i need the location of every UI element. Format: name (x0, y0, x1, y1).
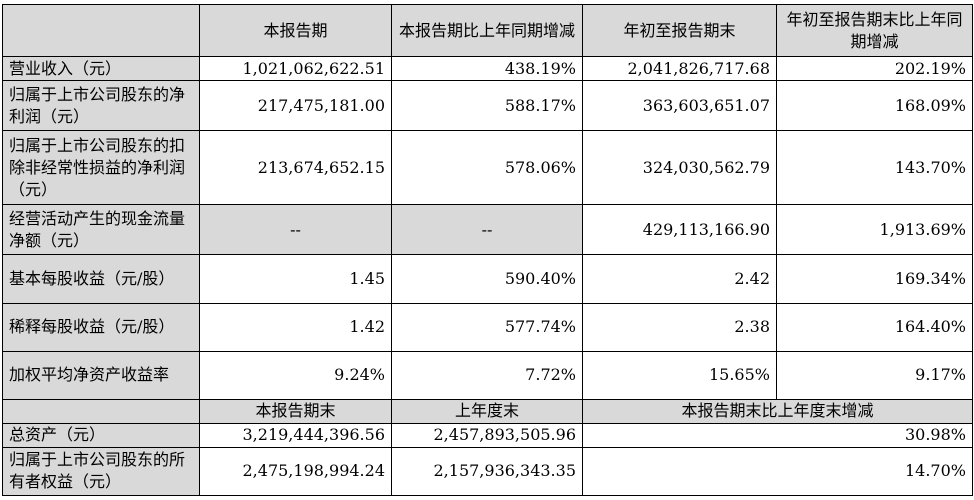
cell-current-period: -- (199, 204, 392, 256)
cell-ytd-yoy: 202.19% (776, 56, 973, 82)
cell-current-period-yoy: 578.06% (391, 130, 583, 206)
cell-ytd: 2.42 (582, 254, 777, 304)
cell-ytd: 429,113,166.90 (582, 204, 777, 256)
cell-current-period-yoy: 438.19% (391, 56, 583, 82)
row-label: 营业收入（元） (2, 56, 200, 82)
header-ytd-yoy: 年初至报告期末比上年同期增减 (776, 3, 973, 58)
cell-prior-year-end: 2,457,893,505.96 (391, 422, 583, 448)
cell-prior-year-end: 2,157,936,343.35 (391, 446, 583, 497)
cell-ytd: 15.65% (582, 350, 777, 400)
cell-ytd: 2,041,826,717.68 (582, 56, 777, 82)
cell-ytd-yoy: 168.09% (776, 80, 973, 132)
row-label: 归属于上市公司股东的净利润（元） (2, 80, 200, 132)
table-row: 经营活动产生的现金流量净额（元） -- -- 429,113,166.90 1,… (2, 204, 973, 256)
table-row: 基本每股收益（元/股） 1.45 590.40% 2.42 169.34% (2, 254, 973, 304)
header-period-end: 本报告期末 (199, 398, 392, 424)
row-label: 归属于上市公司股东的扣除非经常性损益的净利润（元） (2, 130, 200, 206)
cell-current-period: 217,475,181.00 (199, 80, 392, 132)
cell-ytd-yoy: 164.40% (776, 302, 973, 352)
row-label: 归属于上市公司股东的所有者权益（元） (2, 446, 200, 497)
cell-period-end: 3,219,444,396.56 (199, 422, 392, 448)
header-current-period-yoy: 本报告期比上年同期增减 (391, 3, 583, 58)
cell-period-end: 2,475,198,994.24 (199, 446, 392, 497)
header-period-end-change: 本报告期末比上年度末增减 (582, 398, 973, 424)
cell-current-period-yoy: 577.74% (391, 302, 583, 352)
table-row: 营业收入（元） 1,021,062,622.51 438.19% 2,041,8… (2, 56, 973, 82)
cell-period-end-change: 14.70% (582, 446, 973, 497)
header-current-period: 本报告期 (199, 3, 392, 58)
cell-ytd-yoy: 9.17% (776, 350, 973, 400)
cell-period-end-change: 30.98% (582, 422, 973, 448)
header-prior-year-end: 上年度末 (391, 398, 583, 424)
header-empty-cell (2, 3, 200, 58)
row-label: 经营活动产生的现金流量净额（元） (2, 204, 200, 256)
row-label: 基本每股收益（元/股） (2, 254, 200, 304)
cell-current-period-yoy: 588.17% (391, 80, 583, 132)
header-empty-cell (2, 398, 200, 424)
cell-ytd: 363,603,651.07 (582, 80, 777, 132)
cell-current-period-yoy: 7.72% (391, 350, 583, 400)
table-row: 加权平均净资产收益率 9.24% 7.72% 15.65% 9.17% (2, 350, 973, 400)
cell-current-period: 1.45 (199, 254, 392, 304)
row-label: 稀释每股收益（元/股） (2, 302, 200, 352)
header-row: 本报告期 本报告期比上年同期增减 年初至报告期末 年初至报告期末比上年同期增减 (2, 3, 973, 58)
cell-ytd: 2.38 (582, 302, 777, 352)
cell-ytd: 324,030,562.79 (582, 130, 777, 206)
table-row: 归属于上市公司股东的所有者权益（元） 2,475,198,994.24 2,15… (2, 446, 973, 497)
cell-ytd-yoy: 143.70% (776, 130, 973, 206)
row-label: 加权平均净资产收益率 (2, 350, 200, 400)
table-row: 归属于上市公司股东的扣除非经常性损益的净利润（元） 213,674,652.15… (2, 130, 973, 206)
cell-current-period-yoy: 590.40% (391, 254, 583, 304)
cell-current-period: 9.24% (199, 350, 392, 400)
cell-ytd-yoy: 1,913.69% (776, 204, 973, 256)
cell-current-period: 1.42 (199, 302, 392, 352)
table-row: 总资产（元） 3,219,444,396.56 2,457,893,505.96… (2, 422, 973, 448)
table-row: 归属于上市公司股东的净利润（元） 217,475,181.00 588.17% … (2, 80, 973, 132)
financial-summary-table: 本报告期 本报告期比上年同期增减 年初至报告期末 年初至报告期末比上年同期增减 … (2, 3, 973, 497)
cell-current-period: 1,021,062,622.51 (199, 56, 392, 82)
header-ytd: 年初至报告期末 (582, 3, 777, 58)
cell-current-period-yoy: -- (391, 204, 583, 256)
row-label: 总资产（元） (2, 422, 200, 448)
cell-ytd-yoy: 169.34% (776, 254, 973, 304)
table-row: 稀释每股收益（元/股） 1.42 577.74% 2.38 164.40% (2, 302, 973, 352)
header-row-balance: 本报告期末 上年度末 本报告期末比上年度末增减 (2, 398, 973, 424)
cell-current-period: 213,674,652.15 (199, 130, 392, 206)
